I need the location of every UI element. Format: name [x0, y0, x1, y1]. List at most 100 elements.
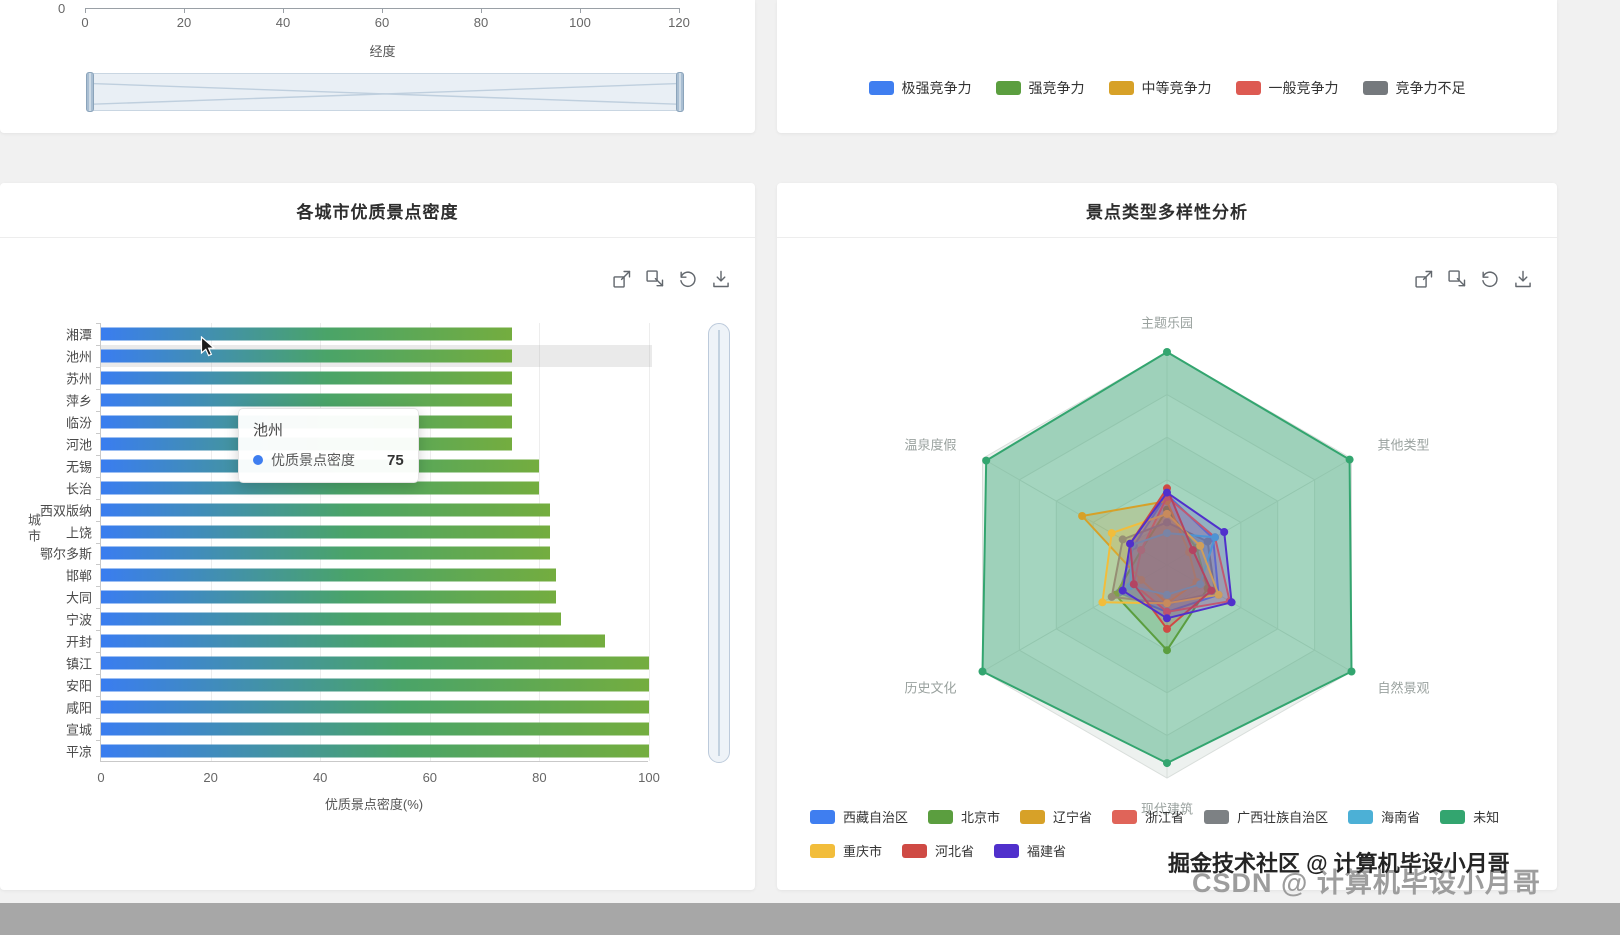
x-datazoom-slider[interactable]: [86, 72, 684, 112]
legend-item[interactable]: 北京市: [928, 807, 1000, 826]
legend-item[interactable]: 重庆市: [810, 841, 882, 860]
datazoom-handle-left[interactable]: [86, 72, 94, 112]
bar[interactable]: [101, 525, 551, 539]
legend-item[interactable]: 海南省: [1348, 807, 1420, 826]
bar[interactable]: [101, 349, 512, 363]
bar[interactable]: [101, 656, 649, 670]
y-axis-category-label: 上饶: [65, 525, 92, 541]
bar[interactable]: [101, 568, 556, 582]
radar-data-point[interactable]: [1163, 590, 1171, 599]
x-axis-tick-label: 0: [81, 15, 89, 30]
x-axis-tick-label: 100: [638, 770, 660, 785]
y-axis-category-label: 邯郸: [65, 568, 92, 584]
bar[interactable]: [101, 590, 556, 604]
bar[interactable]: [101, 612, 562, 626]
radar-data-point[interactable]: [978, 667, 987, 676]
legend-item[interactable]: 福建省: [994, 841, 1066, 860]
radar-data-point[interactable]: [1137, 575, 1146, 584]
radar-data-point[interactable]: [1347, 667, 1356, 676]
radar-data-point[interactable]: [1137, 546, 1146, 555]
legend-marker: [1108, 81, 1134, 95]
tooltip-series-name: 优质景点密度: [271, 452, 355, 468]
bar[interactable]: [101, 503, 551, 517]
bar[interactable]: [101, 744, 649, 758]
download-icon[interactable]: [711, 269, 731, 289]
radar-data-point[interactable]: [1126, 539, 1135, 548]
legend-marker: [868, 81, 894, 95]
radar-data-point[interactable]: [1163, 518, 1171, 527]
bar[interactable]: [101, 634, 606, 648]
radar-data-point[interactable]: [1214, 590, 1223, 599]
legend-label: 强竞争力: [1028, 80, 1085, 96]
radar-data-point[interactable]: [1163, 624, 1171, 633]
legend-item[interactable]: 辽宁省: [1020, 807, 1092, 826]
tooltip-series-marker: [253, 455, 263, 465]
legend-item[interactable]: 极强竞争力: [868, 78, 972, 98]
data-zoom-icon[interactable]: [612, 269, 632, 289]
download-icon[interactable]: [1513, 269, 1533, 289]
bar[interactable]: [101, 481, 540, 495]
legend-item[interactable]: 西藏自治区: [810, 807, 908, 826]
radar-data-point[interactable]: [1196, 541, 1205, 550]
radar-data-point[interactable]: [1098, 598, 1107, 607]
legend-item[interactable]: 广西壮族自治区: [1204, 807, 1328, 826]
legend-item[interactable]: 强竞争力: [995, 78, 1085, 98]
radar-data-point[interactable]: [1078, 512, 1087, 520]
radar-data-point[interactable]: [1163, 599, 1171, 608]
legend-item[interactable]: 浙江省: [1112, 807, 1184, 826]
bar[interactable]: [101, 700, 649, 714]
radar-data-point[interactable]: [1163, 509, 1171, 518]
radar-data-point[interactable]: [1207, 586, 1216, 595]
legend-label: 中等竞争力: [1141, 80, 1212, 96]
bar[interactable]: [101, 722, 649, 736]
radar-data-point[interactable]: [1220, 528, 1229, 536]
radar-data-point[interactable]: [1163, 646, 1171, 655]
radar-data-point[interactable]: [1163, 607, 1171, 616]
radar-data-point[interactable]: [1163, 348, 1171, 356]
x-axis-tickmark: [382, 8, 383, 13]
legend-marker: [1020, 809, 1046, 824]
data-zoom-reset-icon[interactable]: [1447, 269, 1467, 289]
radar-data-point[interactable]: [1227, 598, 1236, 607]
y-datazoom-slider[interactable]: [708, 323, 730, 763]
bar[interactable]: [101, 546, 551, 560]
radar-data-point[interactable]: [1203, 537, 1212, 546]
radar-data-point[interactable]: [982, 456, 991, 465]
restore-icon[interactable]: [678, 269, 698, 289]
legend-label: 辽宁省: [1053, 810, 1093, 825]
radar-data-point[interactable]: [1345, 455, 1354, 464]
radar-data-point[interactable]: [1118, 586, 1127, 595]
legend-item[interactable]: 河北省: [902, 841, 974, 860]
radar-data-point[interactable]: [1163, 488, 1171, 497]
radar-data-point[interactable]: [1211, 533, 1219, 542]
y-axis-category-label: 湘潭: [65, 327, 92, 343]
radar-data-point[interactable]: [1129, 580, 1138, 589]
radar-data-point[interactable]: [1196, 580, 1205, 589]
radar-data-point[interactable]: [1107, 529, 1116, 538]
bar-row: 池州: [66, 344, 648, 367]
radar-data-point[interactable]: [1163, 529, 1171, 538]
competitiveness-panel-cropped: 极强竞争力 强竞争力 中等竞争力 一般竞争力 竞争力不足: [777, 0, 1557, 133]
radar-data-point[interactable]: [1118, 535, 1127, 544]
data-zoom-icon[interactable]: [1414, 269, 1434, 289]
radar-data-point[interactable]: [1188, 546, 1197, 555]
datazoom-data-shadow: [89, 82, 681, 106]
legend-item[interactable]: 一般竞争力: [1235, 78, 1339, 98]
legend-marker: [1362, 81, 1388, 95]
bar-row: 萍乡: [66, 388, 648, 411]
bar[interactable]: [101, 393, 512, 407]
radar-data-point[interactable]: [1107, 592, 1116, 601]
datazoom-handle-right[interactable]: [676, 72, 684, 112]
panel-title: 各城市优质景点密度: [296, 202, 459, 222]
data-zoom-reset-icon[interactable]: [645, 269, 665, 289]
legend-item[interactable]: 中等竞争力: [1108, 78, 1212, 98]
bar[interactable]: [101, 371, 512, 385]
radar-data-point[interactable]: [1163, 759, 1171, 768]
legend-item[interactable]: 竞争力不足: [1362, 78, 1466, 98]
legend-item[interactable]: 未知: [1440, 807, 1499, 826]
radar-data-point[interactable]: [1163, 614, 1171, 623]
bar[interactable]: [101, 327, 512, 341]
bar[interactable]: [101, 678, 649, 692]
bar-row: 大同: [66, 586, 648, 608]
restore-icon[interactable]: [1480, 269, 1500, 289]
